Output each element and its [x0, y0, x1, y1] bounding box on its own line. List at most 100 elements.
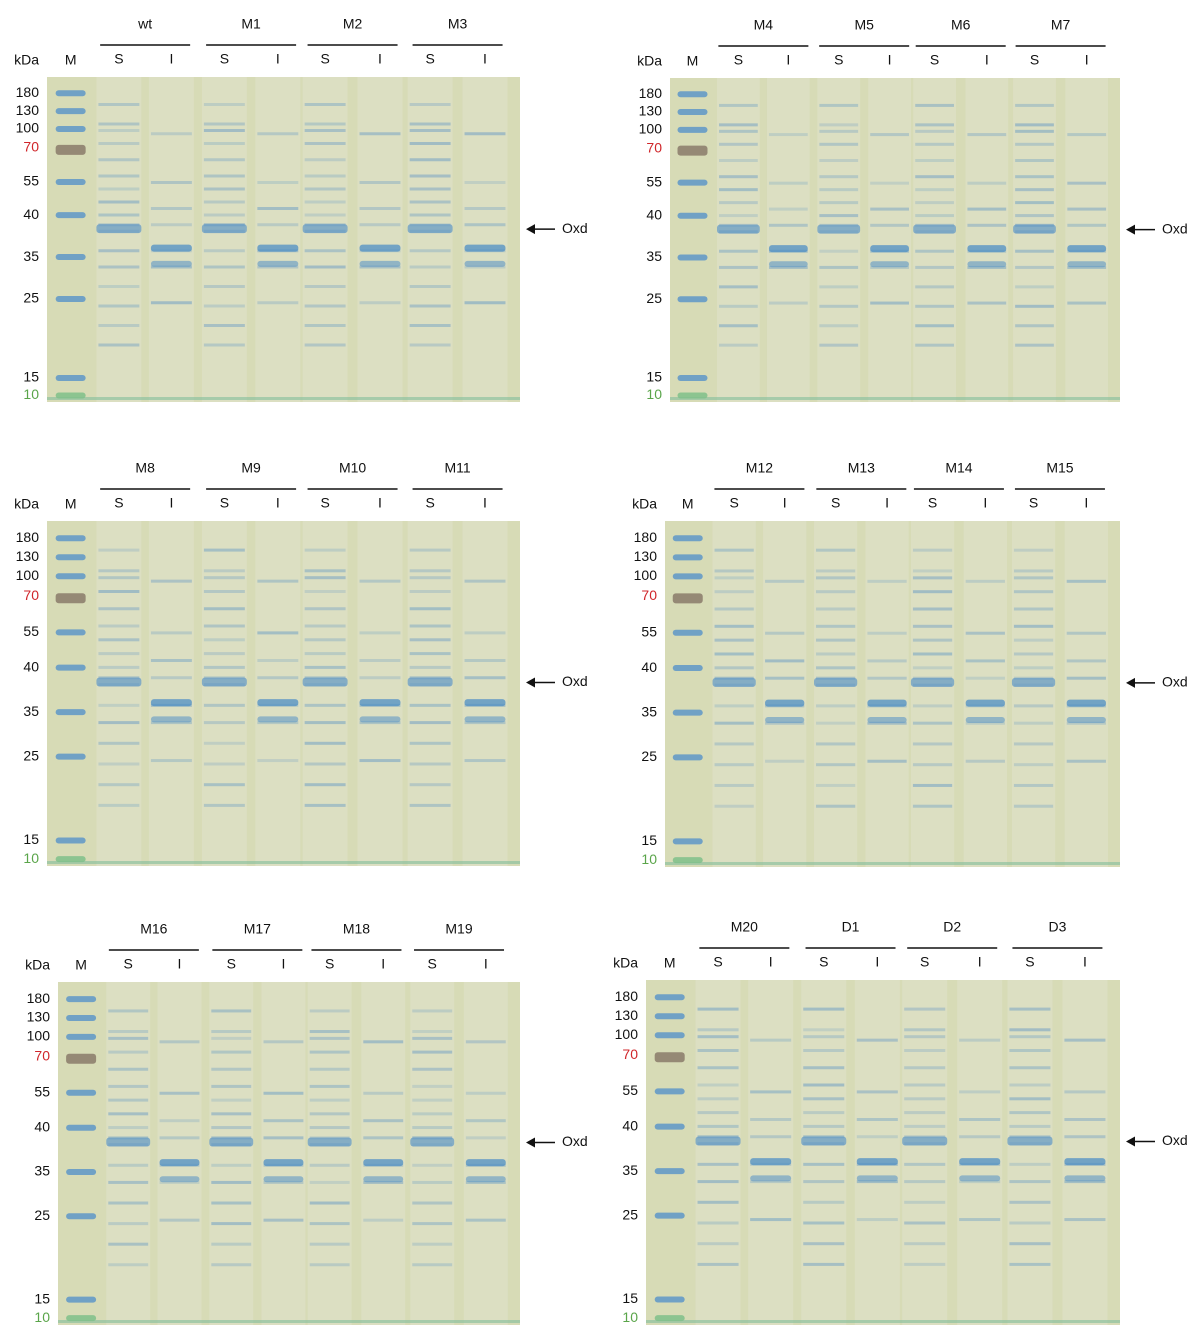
band — [915, 201, 954, 205]
band — [263, 1119, 304, 1123]
lane — [361, 982, 406, 1325]
band — [159, 1218, 200, 1222]
band — [150, 631, 192, 635]
gel-panel — [47, 521, 520, 866]
band — [904, 1124, 946, 1128]
band — [359, 631, 401, 635]
band — [719, 304, 758, 308]
marker-band — [55, 295, 86, 302]
band — [363, 1119, 404, 1123]
lane-label: S — [819, 954, 828, 970]
marker-band — [672, 573, 703, 580]
arrow-label: Oxd — [1162, 1132, 1188, 1148]
band — [816, 666, 856, 670]
marker-band — [66, 1033, 97, 1040]
arrow-label: Oxd — [562, 1133, 588, 1149]
band — [150, 181, 192, 184]
lane — [1007, 980, 1053, 1325]
band — [915, 304, 954, 308]
band — [150, 132, 192, 136]
insoluble-band — [159, 1159, 200, 1167]
band — [98, 200, 140, 204]
band — [967, 301, 1007, 305]
band — [1013, 652, 1054, 656]
insoluble-band — [870, 261, 909, 268]
band — [409, 142, 451, 145]
band — [870, 223, 909, 227]
band — [697, 1242, 739, 1246]
lane — [357, 77, 403, 402]
band — [98, 721, 140, 725]
band — [98, 285, 140, 288]
lane-label: S — [928, 495, 937, 511]
band — [719, 123, 758, 127]
marker-label: 70 — [646, 139, 662, 155]
band — [959, 1118, 1001, 1121]
lane — [957, 980, 1003, 1325]
band — [203, 703, 245, 707]
band — [965, 631, 1005, 635]
group-label: M8 — [135, 460, 155, 476]
marker-band — [654, 1296, 685, 1303]
band — [856, 1135, 898, 1139]
marker-lane-label: M — [687, 53, 699, 69]
marker-label: 40 — [646, 206, 662, 222]
insoluble-band — [257, 244, 299, 252]
band — [959, 1180, 1001, 1184]
marker-band — [55, 374, 86, 381]
band — [697, 1221, 739, 1225]
marker-label: 130 — [615, 1007, 639, 1023]
dye-front — [670, 397, 1120, 400]
band — [304, 285, 346, 288]
band — [714, 783, 754, 787]
band — [304, 624, 346, 628]
insoluble-band — [1066, 716, 1106, 723]
band — [409, 665, 451, 669]
band — [904, 1262, 946, 1266]
band — [309, 1036, 350, 1040]
band — [159, 1136, 200, 1140]
marker-band — [55, 573, 86, 580]
band — [1015, 324, 1054, 328]
marker-label: 55 — [646, 173, 662, 189]
lane — [209, 982, 254, 1325]
band — [412, 1098, 453, 1102]
oxd-band — [913, 224, 956, 234]
band — [412, 1163, 453, 1167]
band — [1066, 579, 1106, 583]
lane — [157, 982, 202, 1325]
lane-label: I — [1083, 954, 1087, 970]
band — [750, 1218, 792, 1222]
marker-label: 40 — [34, 1118, 50, 1134]
band — [714, 804, 754, 808]
insoluble-band — [464, 260, 506, 267]
band — [750, 1090, 792, 1094]
band — [203, 548, 245, 552]
band — [1013, 590, 1054, 594]
marker-label: 70 — [34, 1047, 50, 1063]
oxd-band — [407, 224, 453, 234]
band — [697, 1035, 739, 1039]
band — [98, 129, 140, 132]
marker-band — [677, 392, 708, 399]
band — [309, 1180, 350, 1184]
band — [904, 1066, 946, 1070]
band — [465, 1218, 506, 1222]
band — [1015, 304, 1054, 308]
band — [912, 638, 953, 642]
insoluble-band — [150, 699, 192, 707]
band — [98, 158, 140, 162]
band — [304, 324, 346, 327]
insoluble-band — [257, 699, 299, 707]
band — [1013, 763, 1054, 767]
band — [714, 721, 754, 725]
band — [1015, 123, 1054, 127]
band — [203, 249, 245, 253]
band — [904, 1242, 946, 1246]
band — [697, 1124, 739, 1128]
oxd-band — [209, 1137, 254, 1147]
marker-label: 35 — [646, 248, 662, 264]
marker-band — [55, 837, 86, 844]
band — [304, 607, 346, 611]
lane — [1065, 78, 1109, 402]
